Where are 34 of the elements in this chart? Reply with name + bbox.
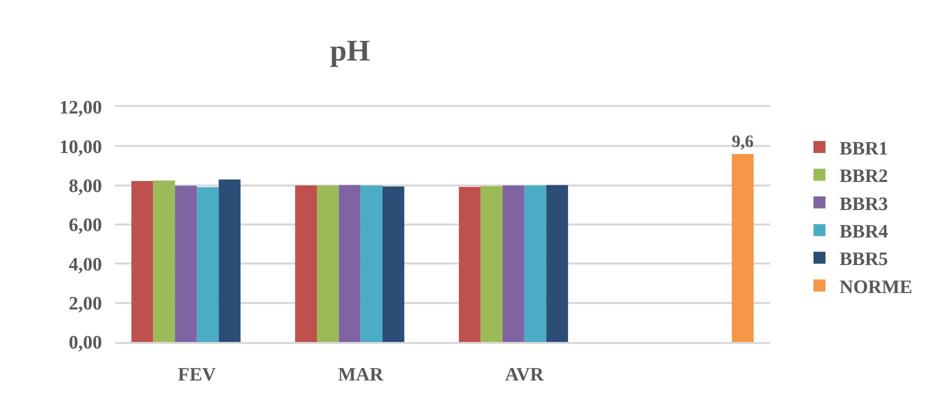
bar (480, 186, 503, 342)
y-tick-label: 10,00 (59, 136, 102, 158)
bar (360, 186, 382, 342)
y-tick-label: 2,00 (68, 293, 102, 314)
data-label: 9,6 (732, 131, 754, 152)
bar (131, 181, 154, 342)
legend-label: NORME (839, 276, 912, 298)
y-tick-label: 0,00 (68, 332, 102, 354)
y-tick-label: 8,00 (68, 176, 102, 197)
legend-label: BBR4 (839, 222, 889, 243)
bar (196, 187, 219, 342)
bar (732, 154, 754, 342)
bar (338, 185, 361, 342)
legend-label: BBR1 (839, 138, 888, 160)
bar (175, 186, 197, 342)
legend-label: BBR5 (839, 249, 888, 270)
legend-label: BBR3 (839, 194, 888, 215)
y-tick-label: 4,00 (68, 254, 102, 276)
bar (458, 186, 481, 342)
y-tick-label: 12,00 (59, 98, 102, 119)
x-tick-label: MAR (338, 364, 384, 386)
x-tick-label: AVR (505, 364, 544, 386)
bar (316, 186, 339, 342)
legend-label: BBR2 (839, 166, 888, 188)
bar (524, 186, 546, 342)
bar (295, 186, 317, 342)
x-tick-label: FEV (178, 364, 216, 386)
y-tick-label: 6,00 (68, 215, 102, 236)
bar (382, 186, 404, 342)
bar (218, 179, 241, 342)
chart-title: pH (330, 34, 370, 68)
bar (153, 180, 176, 342)
bar (502, 186, 524, 342)
bar (546, 185, 568, 342)
